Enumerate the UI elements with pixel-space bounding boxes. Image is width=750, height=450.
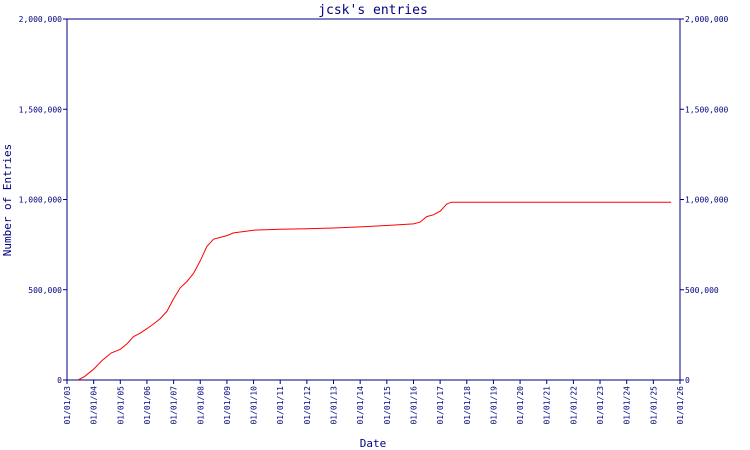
x-tick-label: 01/01/03 [63, 386, 72, 425]
series-layer [77, 201, 672, 381]
x-tick-label: 01/01/17 [436, 386, 445, 425]
y-tick-label-left: 0 [57, 376, 62, 385]
y-axis-left: 0 500,000 1,000,000 1,500,000 2,000,000 [19, 15, 67, 385]
chart-title: jcsk's entries [318, 3, 428, 18]
x-tick-label: 01/01/22 [569, 386, 578, 425]
y-axis-title: Number of Entries [1, 144, 14, 257]
x-tick-label: 01/01/09 [223, 386, 232, 425]
x-tick-label: 01/01/06 [143, 386, 152, 425]
x-tick-label: 01/01/20 [516, 386, 525, 425]
x-tick-label: 01/01/13 [330, 386, 339, 425]
x-axis: 01/01/03 01/01/04 01/01/05 01/01/06 01/01/07… [63, 380, 685, 425]
x-tick-label: 01/01/11 [276, 386, 285, 425]
x-tick-label: 01/01/12 [303, 386, 312, 425]
series-line [77, 201, 672, 381]
x-tick-label: 01/01/05 [116, 386, 125, 425]
x-tick-label: 01/01/19 [489, 386, 498, 425]
x-tick-label: 01/01/16 [409, 386, 418, 425]
x-tick-label: 01/01/21 [543, 386, 552, 425]
x-tick-label: 01/01/24 [623, 386, 632, 425]
x-tick-label: 01/01/18 [463, 386, 472, 425]
y-tick-label-right: 2,000,000 [685, 15, 729, 24]
y-tick-label-left: 2,000,000 [19, 15, 63, 24]
x-tick-label: 01/01/23 [596, 386, 605, 425]
y-tick-label-left: 1,000,000 [19, 196, 63, 205]
x-axis-title: Date [360, 437, 387, 450]
y-tick-label-left: 500,000 [28, 286, 62, 295]
y-tick-label-left: 1,500,000 [19, 105, 63, 114]
x-tick-label: 01/01/25 [649, 386, 658, 425]
x-tick-label: 01/01/04 [90, 386, 99, 425]
x-tick-label: 01/01/15 [383, 386, 392, 425]
y-tick-label-right: 500,000 [685, 286, 719, 295]
x-tick-label: 01/01/07 [170, 386, 179, 425]
y-tick-label-right: 0 [685, 376, 690, 385]
plot-frame [66, 18, 681, 381]
y-axis-right: 0 500,000 1,000,000 1,500,000 2,000,000 [680, 15, 729, 385]
x-tick-label: 01/01/10 [250, 386, 259, 425]
x-tick-label: 01/01/26 [676, 386, 685, 425]
x-tick-label: 01/01/08 [196, 386, 205, 425]
x-tick-label: 01/01/14 [356, 386, 365, 425]
y-tick-label-right: 1,500,000 [685, 105, 729, 114]
y-tick-label-right: 1,000,000 [685, 196, 729, 205]
